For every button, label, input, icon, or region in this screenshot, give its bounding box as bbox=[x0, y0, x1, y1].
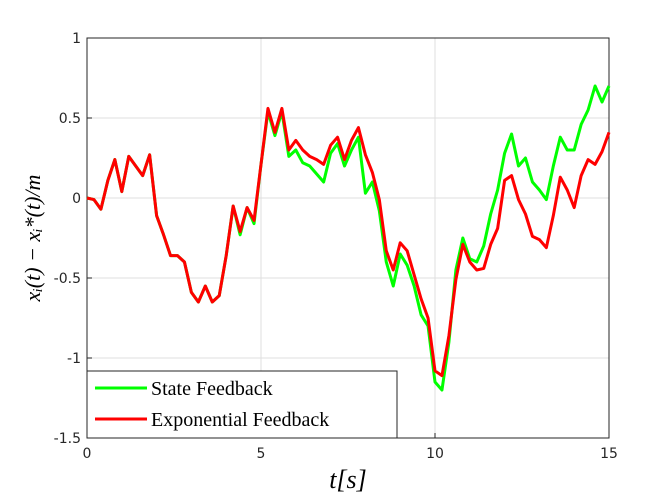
x-axis-label: t[s] bbox=[329, 465, 367, 494]
y-tick-label: -0.5 bbox=[54, 271, 81, 287]
series-line bbox=[86, 106, 611, 378]
x-tick-label: 10 bbox=[426, 446, 444, 462]
legend-box bbox=[86, 370, 398, 439]
legend-label: State Feedback bbox=[151, 378, 273, 400]
legend-label: Exponential Feedback bbox=[151, 409, 329, 431]
x-tick-label: 5 bbox=[257, 446, 266, 462]
y-tick-label: 0 bbox=[72, 191, 81, 207]
y-axis-label: xᵢ(t) − xᵢ*(t)/m bbox=[20, 175, 45, 303]
y-tick-label: 1 bbox=[72, 31, 81, 47]
y-tick-label: 0.5 bbox=[59, 111, 81, 127]
y-tick-label: -1.5 bbox=[54, 431, 81, 447]
x-tick-label: 0 bbox=[83, 446, 92, 462]
legend: State Feedback Exponential Feedback bbox=[86, 370, 398, 439]
x-tick-label: 15 bbox=[600, 446, 618, 462]
y-tick-label: -1 bbox=[67, 351, 81, 367]
